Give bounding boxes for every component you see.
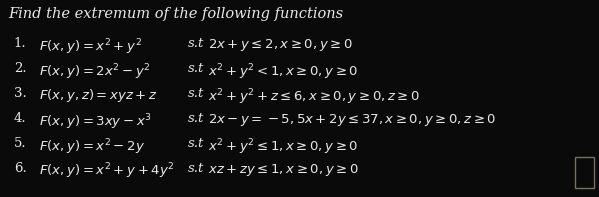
Text: $F(x, y) = 3xy - x^3$: $F(x, y) = 3xy - x^3$ <box>39 112 152 132</box>
Text: s.t: s.t <box>187 62 204 75</box>
Text: $F(x, y) = x^2 + y + 4y^2$: $F(x, y) = x^2 + y + 4y^2$ <box>39 162 174 181</box>
Text: 3.: 3. <box>14 87 26 100</box>
Text: s.t: s.t <box>187 162 204 175</box>
Text: s.t: s.t <box>187 112 204 125</box>
Text: $x^2 + y^2 < 1, x \geq 0, y \geq 0$: $x^2 + y^2 < 1, x \geq 0, y \geq 0$ <box>208 62 359 82</box>
Text: s.t: s.t <box>187 87 204 100</box>
Text: 1.: 1. <box>14 37 26 50</box>
Text: $xz + zy \leq 1, x \geq 0, y \geq 0$: $xz + zy \leq 1, x \geq 0, y \geq 0$ <box>208 162 359 178</box>
Text: Find the extremum of the following functions: Find the extremum of the following funct… <box>8 7 343 21</box>
Text: s.t: s.t <box>187 37 204 50</box>
Text: 4.: 4. <box>14 112 26 125</box>
Text: $2x - y = -5, 5x + 2y \leq 37, x \geq 0, y \geq 0, z \geq 0$: $2x - y = -5, 5x + 2y \leq 37, x \geq 0,… <box>208 112 497 128</box>
Text: $x^2 + y^2 \leq 1, x \geq 0, y \geq 0$: $x^2 + y^2 \leq 1, x \geq 0, y \geq 0$ <box>208 137 359 157</box>
Text: $F(x, y) = 2x^2 - y^2$: $F(x, y) = 2x^2 - y^2$ <box>39 62 150 82</box>
Text: 5.: 5. <box>14 137 26 150</box>
Bar <box>575 157 594 188</box>
Text: $F(x, y) = x^2 - 2y$: $F(x, y) = x^2 - 2y$ <box>39 137 145 157</box>
Text: 2.: 2. <box>14 62 26 75</box>
Text: 6.: 6. <box>14 162 26 175</box>
Text: $x^2 + y^2 + z \leq 6, x \geq 0, y \geq 0, z \geq 0$: $x^2 + y^2 + z \leq 6, x \geq 0, y \geq … <box>208 87 420 107</box>
Text: $F(x, y, z) = xyz + z$: $F(x, y, z) = xyz + z$ <box>39 87 158 104</box>
Text: $2x + y \leq 2, x \geq 0, y \geq 0$: $2x + y \leq 2, x \geq 0, y \geq 0$ <box>208 37 353 53</box>
Text: $F(x, y) = x^2 + y^2$: $F(x, y) = x^2 + y^2$ <box>39 37 141 57</box>
Text: s.t: s.t <box>187 137 204 150</box>
